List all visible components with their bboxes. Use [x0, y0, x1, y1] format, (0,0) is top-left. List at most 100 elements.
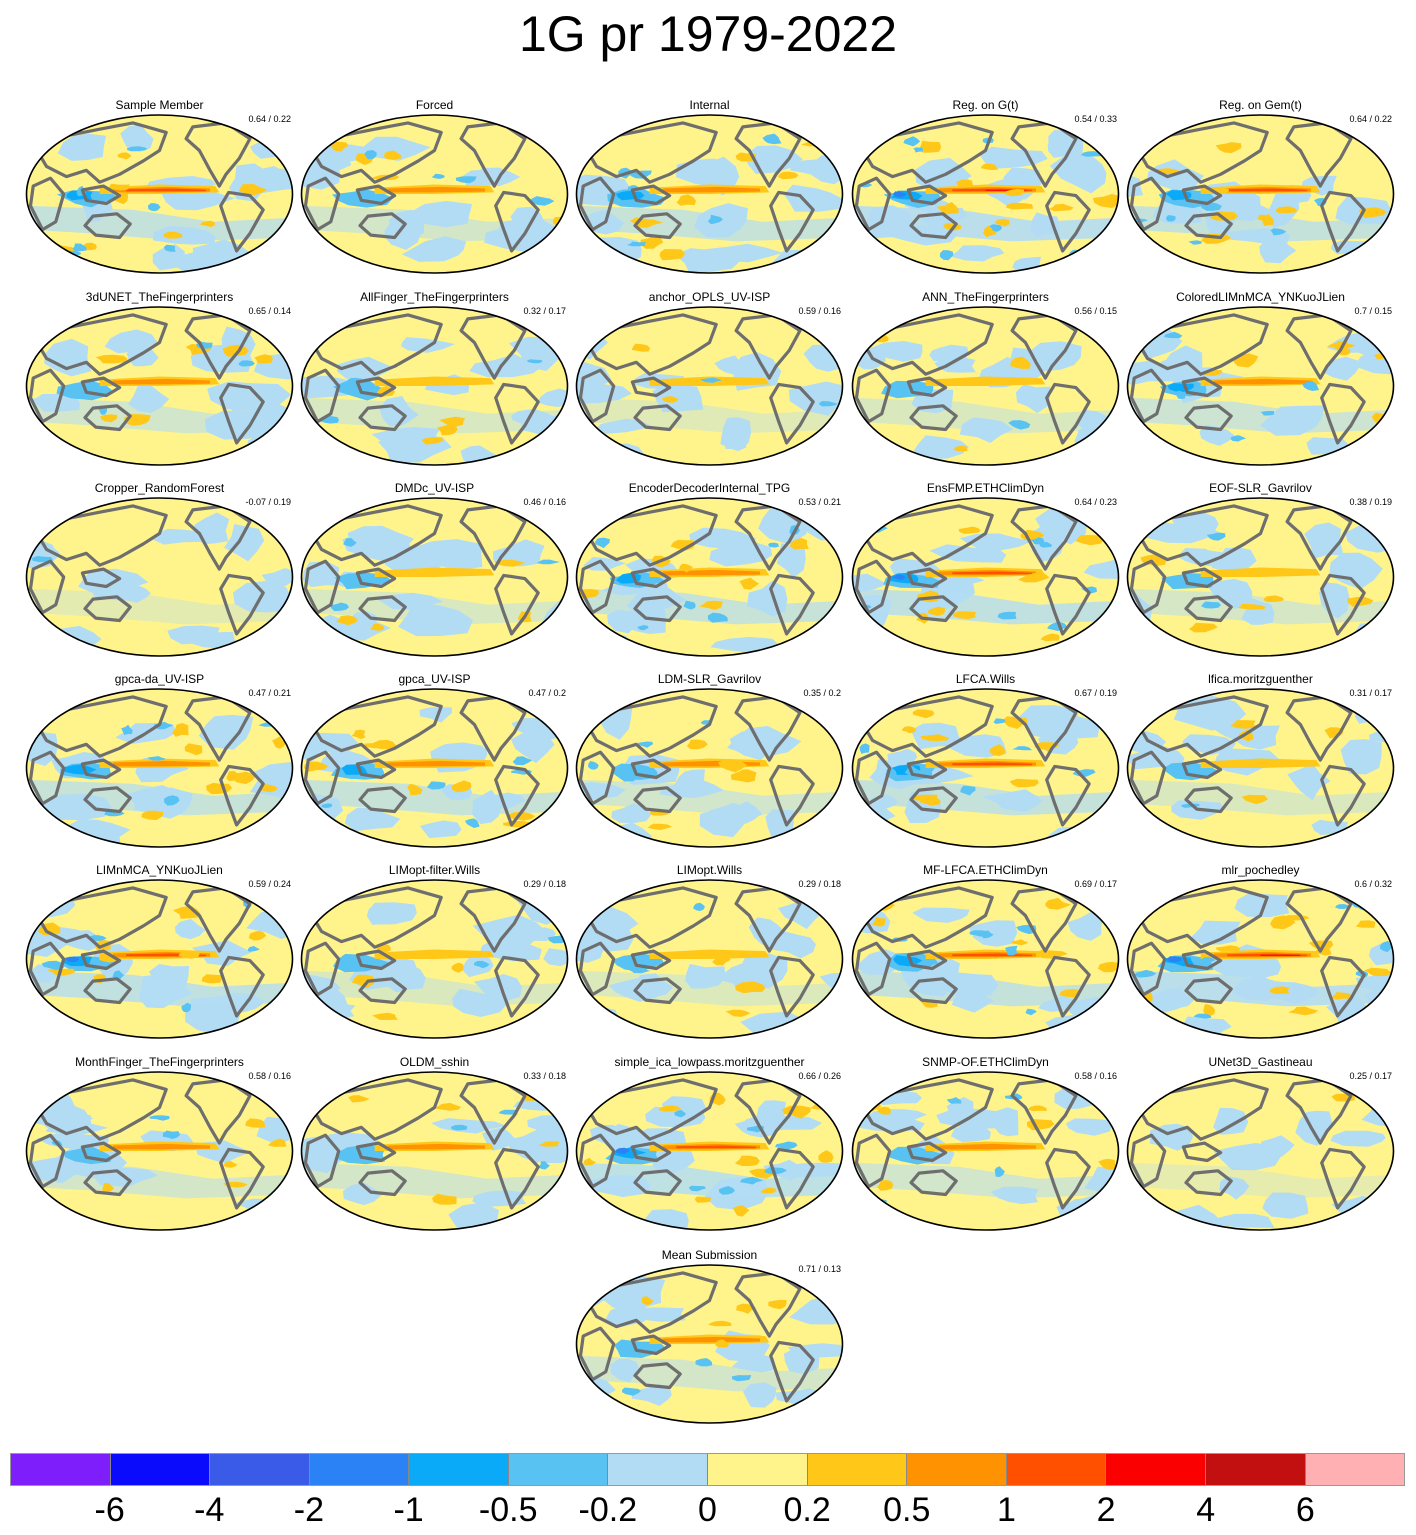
colorbar-swatch: [1106, 1454, 1206, 1485]
negative-anomaly-area: [576, 1005, 620, 1035]
positive-anomaly-area: [877, 1106, 891, 1115]
coastline: [35, 886, 168, 949]
negative-anomaly-area: [768, 542, 779, 548]
coastline: [769, 955, 815, 1018]
positive-anomaly-area: [245, 1118, 266, 1128]
negative-anomaly-area: [512, 756, 533, 766]
map-panel: AllFinger_TheFingerprinters 0.32 / 0.17: [297, 290, 572, 480]
coastline: [578, 1133, 616, 1189]
coastline: [909, 1169, 958, 1197]
positive-anomaly-area: [451, 962, 464, 973]
map-border: [25, 497, 294, 657]
colorbar-tick-label: 6: [1295, 1491, 1315, 1529]
coastline: [1320, 1147, 1366, 1210]
map-panel: 3dUNET_TheFingerprinters 0.65 / 0.14: [22, 290, 297, 480]
coastline: [303, 559, 341, 615]
coastline: [630, 184, 672, 206]
map-border: [851, 306, 1120, 466]
negative-anomaly-area: [764, 1167, 788, 1175]
map-panel: simple_ica_lowpass.moritzguenther 0.66 / …: [572, 1055, 847, 1245]
coastline: [80, 376, 122, 398]
map-panel: MF-LFCA.ETHClimDyn 0.69 / 0.17: [848, 863, 1123, 1053]
coastline: [585, 504, 718, 567]
panel-score: 0.25 / 0.17: [1349, 1071, 1392, 1081]
coastline: [578, 941, 616, 997]
colorbar-ticks: -6 -4 -2 -1 -0.5 -0.2 0 0.2 0.5 1 2 4 6: [0, 1490, 1416, 1534]
coastline: [83, 595, 132, 623]
map-border: [851, 879, 1120, 1039]
coastline: [1181, 758, 1223, 780]
negative-anomaly-area: [1262, 1192, 1309, 1219]
map-projection: [25, 879, 294, 1039]
map-projection: [25, 306, 294, 466]
negative-anomaly-area: [722, 417, 752, 450]
panel-title: simple_ica_lowpass.moritzguenther: [614, 1055, 805, 1069]
positive-anomaly-area: [141, 810, 164, 821]
coastline: [854, 368, 892, 424]
coastline: [303, 176, 341, 232]
negative-anomaly-area: [731, 1375, 752, 1382]
negative-anomaly-area: [774, 1141, 798, 1150]
coastline: [1354, 884, 1380, 906]
coastline: [1184, 1169, 1233, 1197]
negative-anomaly-area: [1028, 341, 1082, 372]
coastline: [1184, 404, 1233, 432]
negative-anomaly-area: [710, 636, 779, 653]
positive-anomaly-area: [352, 974, 376, 989]
coastline: [1320, 764, 1366, 827]
negative-anomaly-area: [576, 822, 596, 842]
negative-anomaly-area: [1354, 703, 1388, 724]
map-border: [25, 114, 294, 274]
positive-anomaly-area: [725, 1009, 751, 1017]
map-projection: [575, 879, 844, 1039]
coastline: [769, 764, 815, 827]
panel-title: ANN_TheFingerprinters: [922, 290, 1049, 304]
map-projection: [1126, 114, 1395, 274]
positive-anomaly-area: [263, 1014, 284, 1026]
coastline: [909, 595, 958, 623]
map-panel: LIMnMCA_YNKuoJLien 0.59 / 0.24: [22, 863, 297, 1053]
panel-title: EOF-SLR_Gavrilov: [1209, 481, 1312, 495]
coastline: [585, 121, 718, 184]
positive-anomaly-band: [1200, 567, 1321, 577]
coastline: [633, 977, 682, 1005]
panel-title: LIMopt.Wills: [676, 863, 743, 877]
map-border: [575, 879, 844, 1039]
negative-anomaly-area: [578, 237, 642, 264]
negative-anomaly-area: [261, 568, 293, 587]
negative-anomaly-area: [892, 574, 906, 581]
negative-anomaly-area: [473, 974, 522, 1002]
positive-anomaly-band: [113, 1143, 210, 1150]
negative-anomaly-area: [1049, 154, 1107, 194]
colorbar-swatch: [907, 1454, 1007, 1485]
coastline: [83, 212, 132, 240]
coastline: [80, 1141, 122, 1163]
negative-anomaly-area: [913, 147, 923, 153]
positive-anomaly-area: [659, 249, 686, 261]
coastline: [633, 786, 682, 814]
panel-title: ColoredLIMnMCA_YNKuoJLien: [1176, 290, 1345, 304]
coastline: [253, 119, 279, 141]
positive-anomaly-area: [958, 526, 981, 534]
coastline: [253, 502, 279, 524]
map-projection: [300, 1071, 569, 1231]
coastline: [1181, 376, 1223, 398]
negative-anomaly-area: [1166, 215, 1176, 222]
map-border: [575, 114, 844, 274]
positive-anomaly-area: [200, 220, 216, 228]
positive-anomaly-area: [303, 761, 329, 772]
coastline: [28, 368, 66, 424]
map-projection: [851, 688, 1120, 848]
positive-anomaly-area: [172, 723, 189, 737]
negative-anomaly-area: [1211, 547, 1257, 573]
negative-anomaly-area: [596, 418, 652, 434]
negative-anomaly-area: [993, 718, 1006, 724]
coastline: [1045, 382, 1091, 445]
coastline: [35, 121, 168, 184]
coastline: [310, 121, 443, 184]
positive-anomaly-band: [113, 378, 210, 385]
coastline: [1079, 311, 1105, 333]
panel-score: 0.65 / 0.14: [248, 306, 291, 316]
map-panel: gpca-da_UV-ISP 0.47 / 0.21: [22, 672, 297, 862]
colorbar-swatch: [608, 1454, 709, 1485]
